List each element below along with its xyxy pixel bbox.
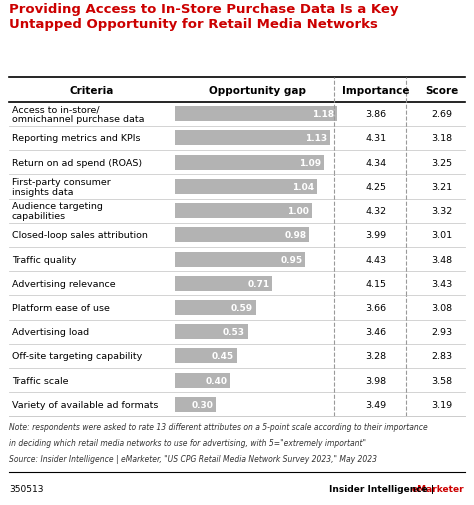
Text: 4.34: 4.34 xyxy=(365,159,386,167)
Text: 0.45: 0.45 xyxy=(212,351,234,361)
Text: 350513: 350513 xyxy=(9,484,44,493)
Text: Importance: Importance xyxy=(342,85,410,95)
Text: 3.08: 3.08 xyxy=(431,304,453,313)
Text: 3.66: 3.66 xyxy=(365,304,386,313)
Text: in deciding which retail media networks to use for advertising, with 5="extremel: in deciding which retail media networks … xyxy=(9,438,366,447)
Text: 0.95: 0.95 xyxy=(280,255,302,264)
Text: 2.83: 2.83 xyxy=(431,351,453,361)
Text: Providing Access to In-Store Purchase Data Is a Key
Untapped Opportunity for Ret: Providing Access to In-Store Purchase Da… xyxy=(9,3,399,30)
Text: Advertising relevance: Advertising relevance xyxy=(12,279,116,288)
Text: 3.58: 3.58 xyxy=(431,376,453,385)
Text: Opportunity gap: Opportunity gap xyxy=(209,85,306,95)
Text: Note: respondents were asked to rate 13 different attributes on a 5-point scale : Note: respondents were asked to rate 13 … xyxy=(9,422,428,431)
Text: 0.59: 0.59 xyxy=(231,304,253,313)
Text: 3.48: 3.48 xyxy=(431,255,453,264)
Text: 1.04: 1.04 xyxy=(292,182,315,191)
Text: 0.71: 0.71 xyxy=(247,279,270,288)
Text: 3.46: 3.46 xyxy=(365,328,386,336)
Text: 3.25: 3.25 xyxy=(431,159,453,167)
Text: 1.09: 1.09 xyxy=(299,159,321,167)
Text: Access to in-store/
omnichannel purchase data: Access to in-store/ omnichannel purchase… xyxy=(12,105,145,124)
Text: Reporting metrics and KPIs: Reporting metrics and KPIs xyxy=(12,134,140,143)
Text: 3.86: 3.86 xyxy=(365,110,386,119)
Text: 4.25: 4.25 xyxy=(365,182,386,191)
Text: 1.18: 1.18 xyxy=(311,110,334,119)
Text: Traffic quality: Traffic quality xyxy=(12,255,76,264)
Text: Traffic scale: Traffic scale xyxy=(12,376,68,385)
Text: 4.32: 4.32 xyxy=(365,207,386,216)
Text: Off-site targeting capability: Off-site targeting capability xyxy=(12,351,142,361)
Text: 2.93: 2.93 xyxy=(431,328,453,336)
Text: 0.53: 0.53 xyxy=(223,328,245,336)
Text: 3.01: 3.01 xyxy=(431,231,453,240)
Text: Closed-loop sales attribution: Closed-loop sales attribution xyxy=(12,231,148,240)
Text: First-party consumer
insights data: First-party consumer insights data xyxy=(12,177,110,197)
Text: Return on ad spend (ROAS): Return on ad spend (ROAS) xyxy=(12,159,142,167)
Text: 3.99: 3.99 xyxy=(365,231,386,240)
Text: 4.43: 4.43 xyxy=(365,255,386,264)
Text: 3.32: 3.32 xyxy=(431,207,453,216)
Text: 3.49: 3.49 xyxy=(365,400,386,409)
Text: 0.40: 0.40 xyxy=(205,376,227,385)
Text: 4.15: 4.15 xyxy=(365,279,386,288)
Text: eMarketer: eMarketer xyxy=(412,484,465,493)
Text: 3.19: 3.19 xyxy=(431,400,453,409)
Text: Source: Insider Intelligence | eMarketer, "US CPG Retail Media Network Survey 20: Source: Insider Intelligence | eMarketer… xyxy=(9,454,377,463)
Text: Insider Intelligence |: Insider Intelligence | xyxy=(329,484,438,493)
Text: Advertising load: Advertising load xyxy=(12,328,89,336)
Text: Criteria: Criteria xyxy=(69,85,113,95)
Text: 1.13: 1.13 xyxy=(305,134,327,143)
Text: 1.00: 1.00 xyxy=(287,207,309,216)
Text: Score: Score xyxy=(425,85,459,95)
Text: 0.98: 0.98 xyxy=(284,231,306,240)
Text: 3.98: 3.98 xyxy=(365,376,386,385)
Text: 0.30: 0.30 xyxy=(191,400,213,409)
Text: 4.31: 4.31 xyxy=(365,134,386,143)
Text: Audience targeting
capabilities: Audience targeting capabilities xyxy=(12,201,103,221)
Text: 3.18: 3.18 xyxy=(431,134,453,143)
Text: 3.28: 3.28 xyxy=(365,351,386,361)
Text: Variety of available ad formats: Variety of available ad formats xyxy=(12,400,158,409)
Text: 3.43: 3.43 xyxy=(431,279,453,288)
Text: 3.21: 3.21 xyxy=(431,182,453,191)
Text: 2.69: 2.69 xyxy=(431,110,453,119)
Text: Platform ease of use: Platform ease of use xyxy=(12,304,109,313)
